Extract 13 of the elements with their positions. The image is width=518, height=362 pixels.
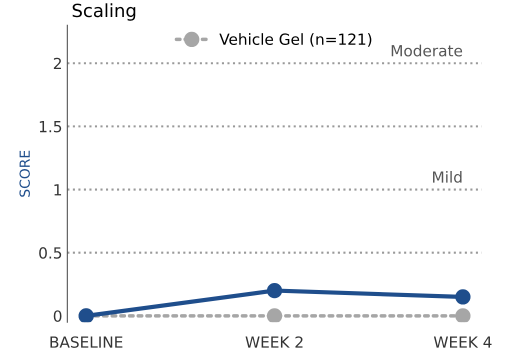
y-tick-label: 0.5 (39, 247, 62, 259)
y-tick-label: 0 (54, 310, 62, 322)
y-tick-label: 1 (54, 184, 62, 196)
y-tick-label: 1.5 (40, 121, 62, 132)
ref-line-label: Moderate (392, 44, 462, 56)
y-axis-title: SCORE (19, 150, 30, 197)
legend-label: Vehicle Gel (n=121) (219, 33, 372, 47)
x-tick-label: BASELINE (50, 336, 122, 348)
ref-line-label: Mild (433, 170, 462, 183)
y-tick-label: 2 (54, 58, 61, 70)
x-tick-label: WEEK 2 (246, 336, 303, 348)
chart-title: Scaling (72, 3, 136, 21)
x-tick-label: WEEK 4 (434, 336, 492, 348)
